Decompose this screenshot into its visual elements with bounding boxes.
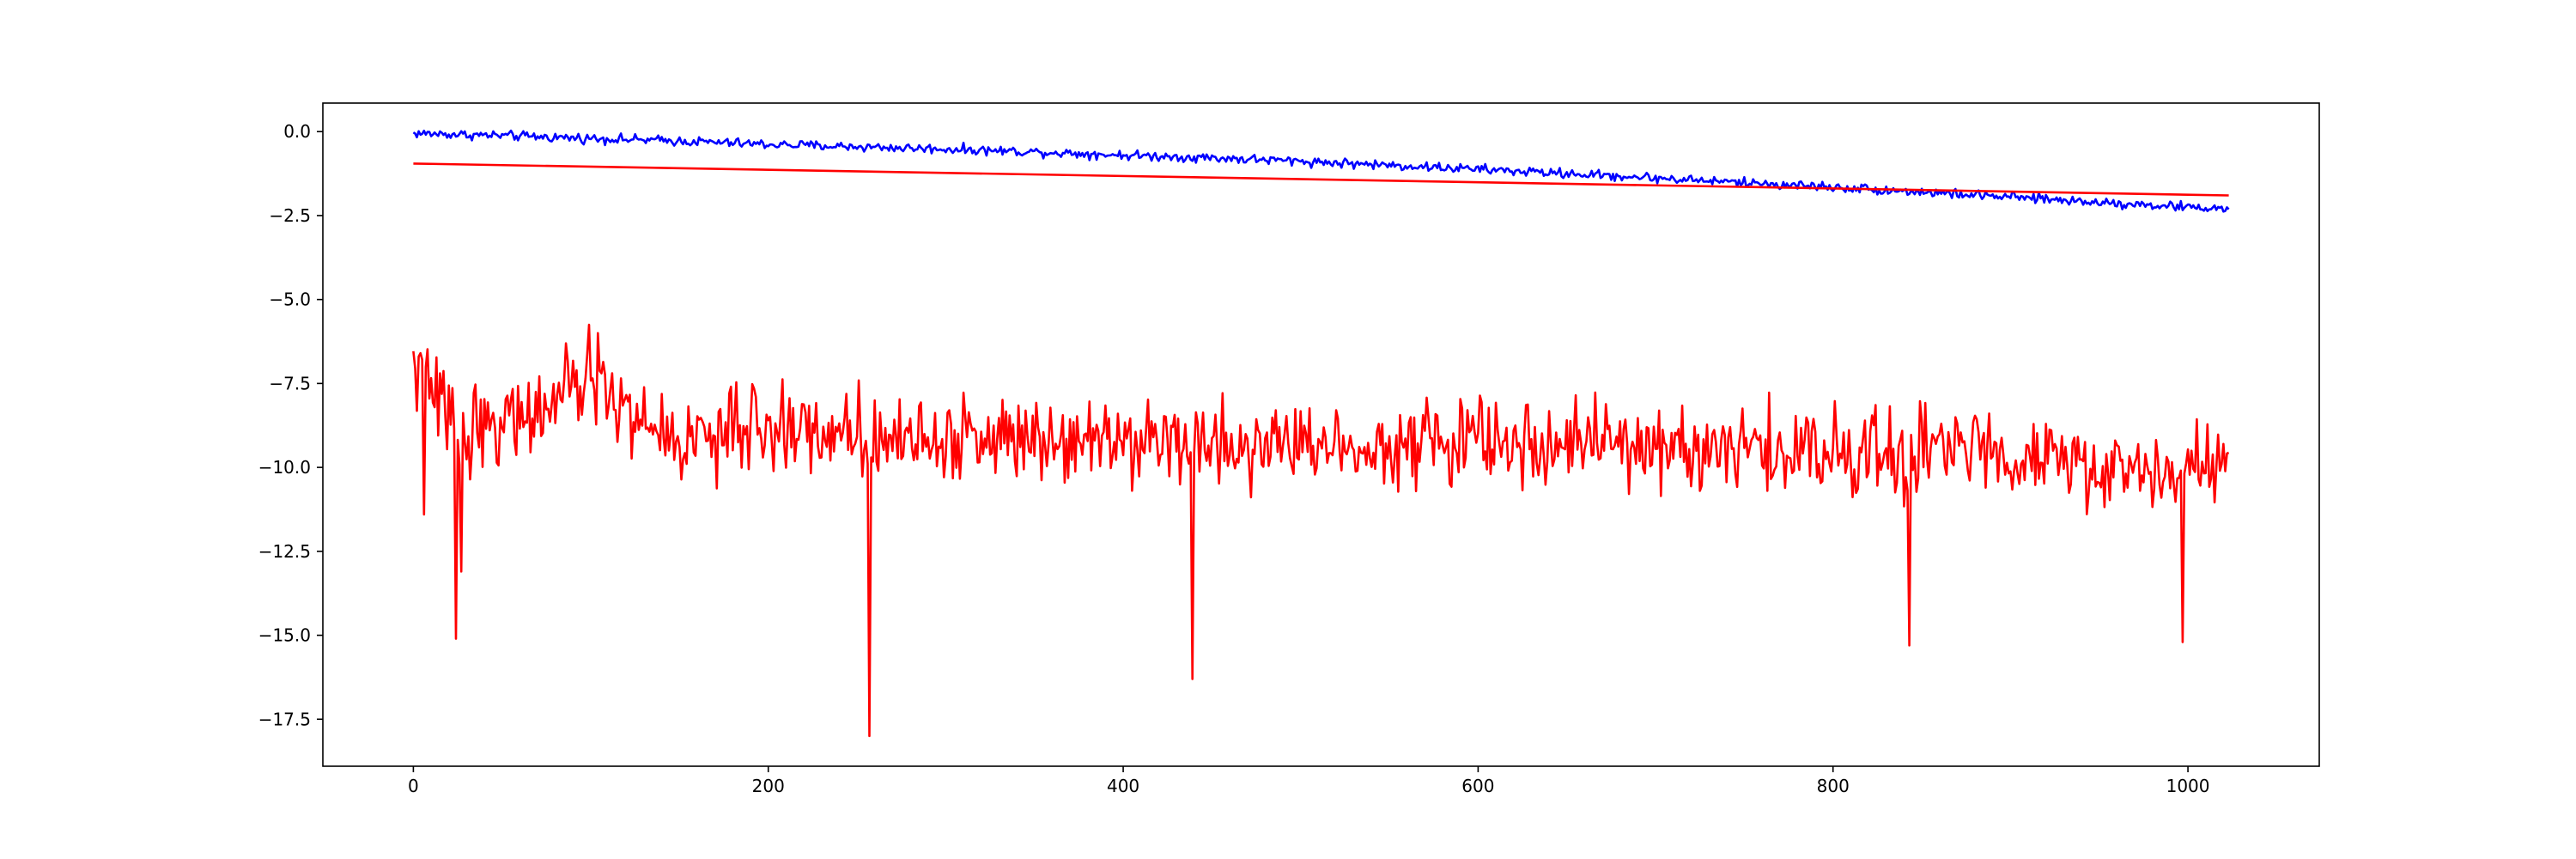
y-tick-label: −15.0: [258, 625, 311, 646]
x-tick-label: 1000: [2166, 776, 2210, 796]
y-tick-label: −7.5: [269, 373, 311, 393]
x-tick-label: 600: [1461, 776, 1494, 796]
series-line-1: [412, 129, 2230, 213]
y-tick-label: −2.5: [269, 205, 311, 226]
x-tick-label: 200: [752, 776, 785, 796]
x-tick-label: 800: [1817, 776, 1850, 796]
y-tick-label: −17.5: [258, 709, 311, 729]
axes: 0 200 400 600 800 1000 0.0 −2.5 −5.0 −7.5 −10.0 −12…: [258, 102, 2320, 796]
plot-frame: [322, 102, 2320, 767]
plot-area: [412, 129, 2230, 738]
x-tick-label: 400: [1107, 776, 1139, 796]
y-tick-label: −10.0: [258, 457, 311, 478]
y-tick-label: 0.0: [283, 121, 311, 142]
y-tick-label: −5.0: [269, 289, 311, 310]
series-line-2: [413, 162, 2229, 197]
y-tick-label: −12.5: [258, 541, 311, 562]
x-tick-label: 0: [408, 776, 419, 796]
series-line-3: [412, 323, 2230, 738]
